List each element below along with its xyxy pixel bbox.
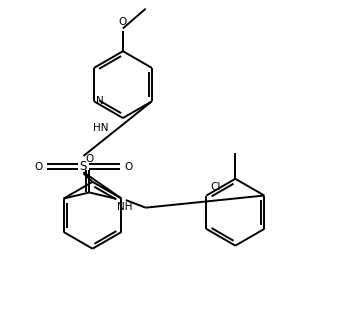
Text: O: O bbox=[34, 162, 42, 172]
Text: Cl: Cl bbox=[210, 183, 220, 193]
Text: HN: HN bbox=[93, 123, 109, 133]
Text: O: O bbox=[119, 17, 127, 27]
Text: O: O bbox=[124, 162, 133, 172]
Text: S: S bbox=[80, 160, 87, 173]
Text: NH: NH bbox=[117, 201, 132, 212]
Text: O: O bbox=[85, 154, 94, 163]
Text: N: N bbox=[96, 96, 104, 106]
